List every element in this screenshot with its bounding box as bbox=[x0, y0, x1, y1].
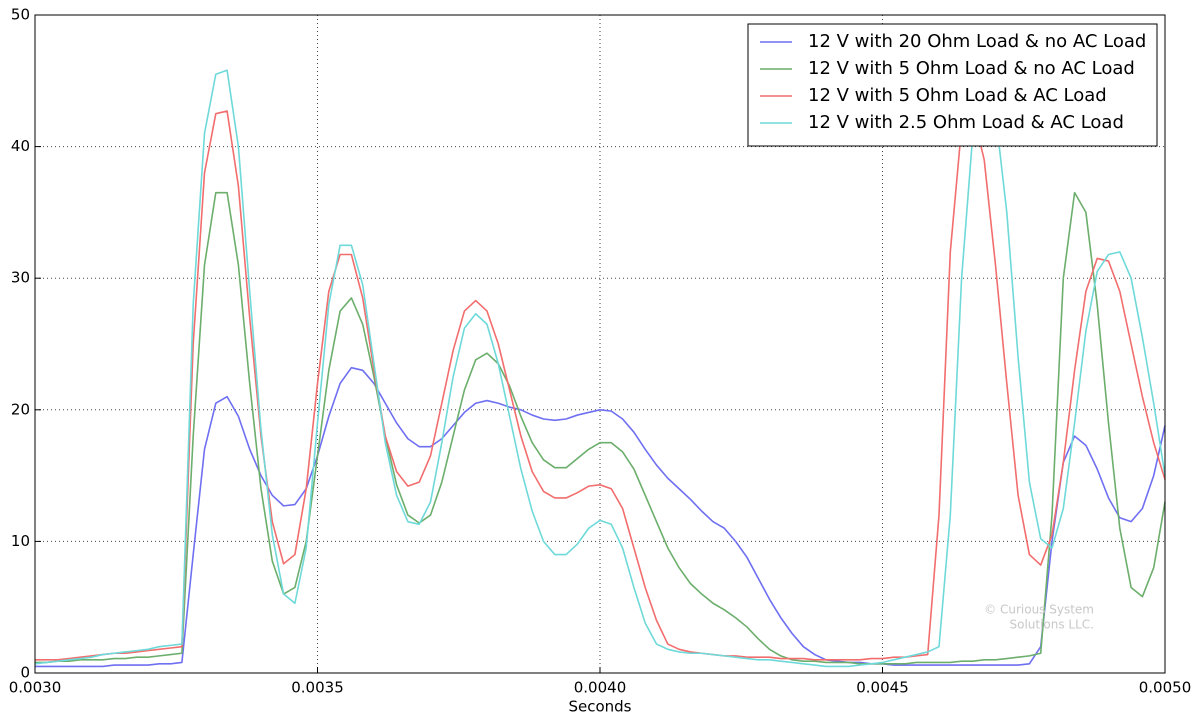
y-tick-label: 0 bbox=[20, 664, 30, 682]
legend-label: 12 V with 5 Ohm Load & no AC Load bbox=[808, 58, 1135, 79]
x-tick-label: 0.0030 bbox=[9, 679, 62, 697]
plot-frame bbox=[34, 14, 1166, 674]
y-tick-label: 30 bbox=[11, 269, 30, 287]
legend-label: 12 V with 2.5 Ohm Load & AC Load bbox=[808, 112, 1124, 133]
x-axis-label: Seconds bbox=[568, 698, 631, 716]
legend-label: 12 V with 5 Ohm Load & AC Load bbox=[808, 85, 1107, 106]
x-tick-label: 0.0035 bbox=[291, 679, 344, 697]
watermark: © Curious System bbox=[984, 603, 1094, 617]
x-tick-label: 0.0050 bbox=[1139, 679, 1192, 697]
y-tick-label: 20 bbox=[11, 400, 30, 418]
x-tick-label: 0.0040 bbox=[574, 679, 627, 697]
data-line bbox=[35, 191, 1166, 665]
y-tick-label: 40 bbox=[11, 137, 30, 155]
y-tick-label: 50 bbox=[11, 6, 30, 24]
data-line bbox=[35, 366, 1166, 668]
legend-box bbox=[747, 23, 1158, 147]
legend-label: 12 V with 20 Ohm Load & no AC Load bbox=[808, 31, 1146, 52]
watermark: Solutions LLC. bbox=[1009, 618, 1094, 632]
y-tick-label: 10 bbox=[11, 532, 30, 550]
x-tick-label: 0.0045 bbox=[856, 679, 909, 697]
